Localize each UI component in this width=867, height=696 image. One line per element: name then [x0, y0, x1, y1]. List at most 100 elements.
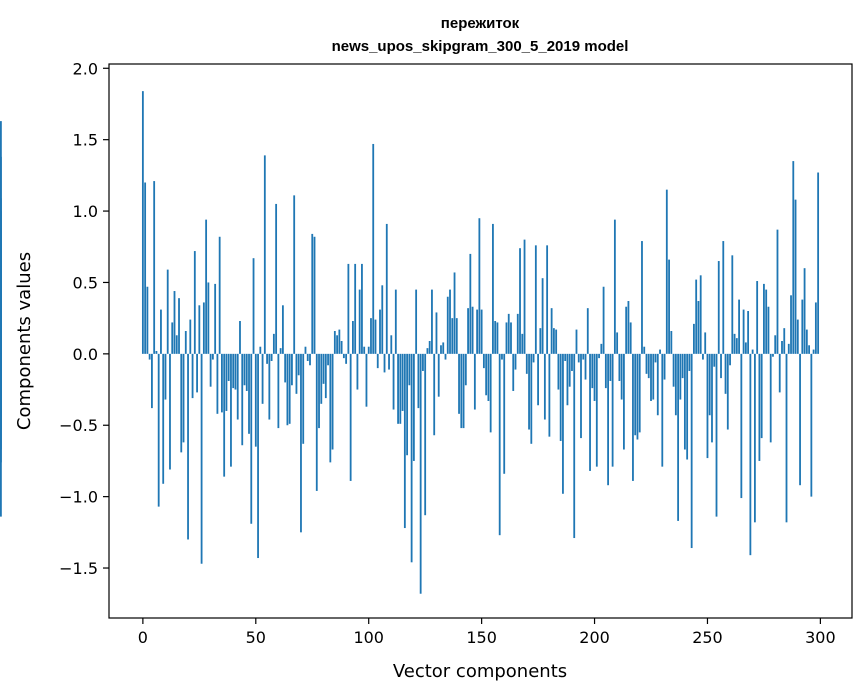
- bar-119: [410, 353, 413, 563]
- bar-34: [218, 236, 221, 354]
- bar-13: [171, 322, 174, 354]
- x-axis-ticks: 0 50 100 150 200 250 300: [138, 618, 836, 647]
- bar-33: [216, 353, 219, 414]
- x-tick-label: 300: [805, 628, 836, 647]
- bar-270: [751, 349, 754, 354]
- bar-22: [191, 353, 194, 399]
- bar-171: [528, 353, 530, 430]
- bar-152: [485, 353, 488, 396]
- bar-195: [582, 353, 585, 360]
- bar-279: [772, 353, 774, 357]
- bar-53: [261, 353, 264, 404]
- bar-239: [681, 353, 684, 379]
- x-tick-label: 150: [466, 628, 497, 647]
- bar-233: [668, 259, 670, 354]
- bar-260: [729, 353, 731, 366]
- bar-84: [331, 353, 334, 450]
- bar-220: [638, 353, 641, 433]
- bar-104: [376, 353, 379, 369]
- bar-106: [381, 285, 384, 354]
- bar-280: [774, 335, 777, 354]
- bar-202: [598, 353, 600, 359]
- bar-251: [708, 353, 711, 416]
- bar-181: [550, 308, 553, 354]
- bar-163: [510, 322, 512, 354]
- bar-64: [286, 353, 289, 426]
- bar-27: [202, 302, 205, 354]
- bar-150: [480, 309, 483, 354]
- bar-201: [595, 353, 598, 467]
- bar-234: [670, 331, 673, 354]
- bar-114: [399, 353, 402, 424]
- bar-133: [442, 342, 445, 354]
- bar-284: [783, 328, 786, 354]
- bar-103: [374, 319, 377, 354]
- bar-273: [758, 353, 761, 461]
- chart-subtitle: news_upos_skipgram_300_5_2019 model: [332, 38, 629, 55]
- bar-52: [259, 346, 262, 354]
- x-tick-label: 50: [246, 628, 266, 647]
- bar-218: [634, 353, 637, 436]
- bar-112: [394, 289, 397, 354]
- bar-144: [467, 308, 469, 354]
- bar-241: [686, 353, 689, 460]
- y-tick-label: 0.5: [73, 273, 98, 292]
- bar-2: [146, 286, 149, 354]
- bar-28: [205, 219, 208, 354]
- bar-154: [489, 353, 492, 433]
- bar-204: [602, 286, 605, 354]
- bar-173: [532, 353, 535, 363]
- bar-63: [284, 353, 287, 383]
- bar-211: [618, 353, 621, 381]
- bar-73: [306, 353, 309, 361]
- bar-86: [336, 335, 338, 354]
- bar-108: [385, 223, 388, 354]
- bar-187: [564, 353, 567, 361]
- bar-254: [715, 353, 718, 517]
- bar-55: [266, 353, 268, 364]
- bar-76: [313, 236, 316, 354]
- bar-118: [408, 353, 411, 386]
- bar-269: [749, 353, 752, 556]
- bar-undefined: [0, 353, 2, 413]
- bar-62: [281, 305, 284, 354]
- bar-18: [182, 353, 185, 443]
- bar-255: [717, 261, 720, 354]
- bar-287: [790, 295, 792, 354]
- bar-9: [162, 353, 165, 484]
- bar-111: [392, 353, 395, 410]
- bar-221: [641, 241, 643, 354]
- bar-232: [665, 189, 668, 354]
- bar-78: [318, 353, 320, 429]
- bar-79: [320, 353, 323, 404]
- bar-157: [496, 322, 499, 354]
- bar-210: [616, 332, 619, 354]
- bar-153: [487, 353, 490, 401]
- bar-146: [471, 306, 474, 354]
- bar-30: [209, 353, 212, 387]
- bar-198: [589, 353, 591, 471]
- bar-159: [501, 353, 503, 360]
- bar-100: [367, 346, 370, 354]
- bar-95: [356, 353, 359, 390]
- bar-107: [383, 353, 386, 373]
- bar-25: [198, 305, 201, 354]
- bar-68: [295, 353, 298, 394]
- bar-261: [731, 255, 734, 354]
- bar-17: [180, 353, 183, 453]
- bar-249: [704, 332, 707, 354]
- bar-213: [623, 353, 625, 450]
- bar-10: [164, 353, 167, 400]
- bar-200: [593, 353, 596, 401]
- bar-164: [512, 353, 515, 391]
- bar-266: [742, 309, 745, 354]
- bar-139: [455, 318, 458, 354]
- bar-217: [632, 353, 634, 481]
- bar-96: [358, 289, 361, 354]
- plot-frame: [108, 63, 853, 619]
- bar-130: [435, 312, 438, 354]
- bar-216: [629, 322, 632, 354]
- bar-134: [444, 353, 447, 360]
- bar-51: [257, 353, 259, 559]
